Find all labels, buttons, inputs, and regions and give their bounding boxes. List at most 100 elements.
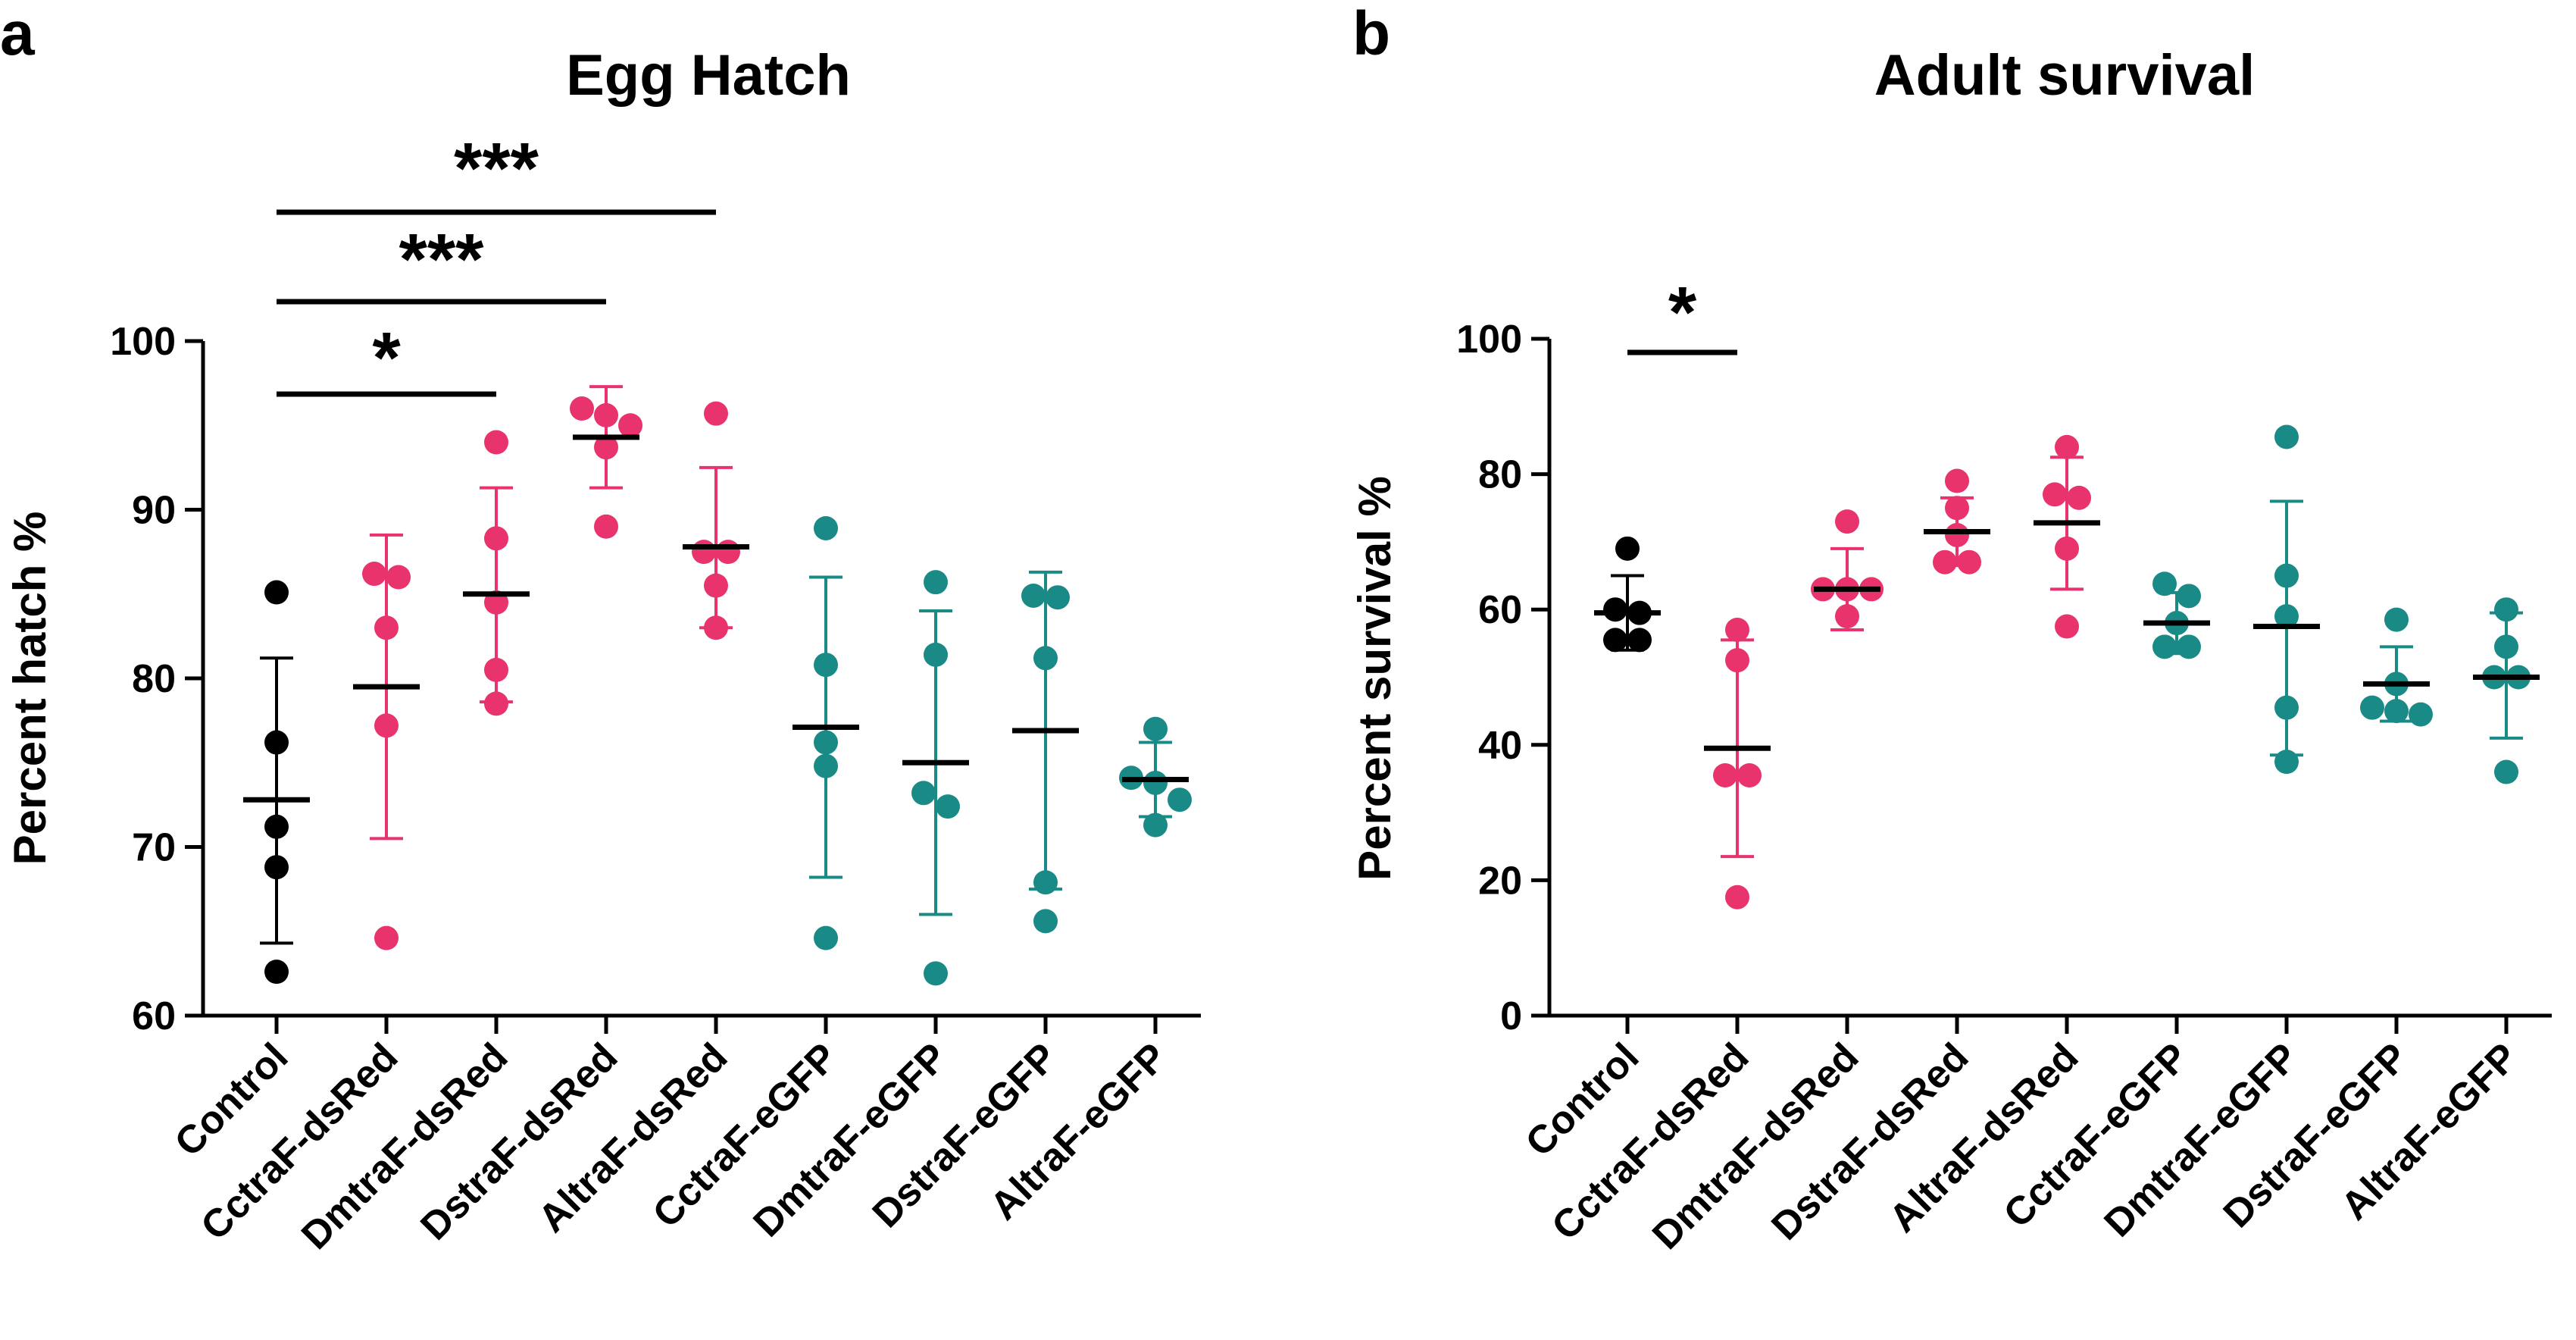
data-point bbox=[1143, 716, 1168, 741]
data-point bbox=[1957, 549, 1981, 575]
data-point bbox=[2152, 634, 2177, 659]
data-point bbox=[1737, 762, 1762, 787]
data-point bbox=[1033, 909, 1058, 934]
data-point bbox=[2177, 634, 2201, 659]
data-point bbox=[2494, 634, 2518, 659]
data-point bbox=[704, 401, 728, 426]
significance-label: * bbox=[1668, 272, 1697, 353]
x-tick-label: DstraF-dsRed bbox=[412, 1035, 626, 1248]
data-point bbox=[1021, 583, 1046, 608]
data-point bbox=[484, 526, 508, 551]
data-point bbox=[362, 562, 386, 587]
y-tick-label: 60 bbox=[1478, 588, 1522, 632]
data-point bbox=[374, 615, 399, 640]
data-point bbox=[618, 413, 642, 438]
data-point bbox=[814, 753, 838, 778]
data-point bbox=[814, 925, 838, 950]
data-point bbox=[814, 653, 838, 678]
data-point bbox=[1835, 509, 1859, 534]
data-point bbox=[814, 515, 838, 540]
significance-label: * bbox=[372, 318, 401, 399]
y-tick-label: 100 bbox=[110, 320, 176, 364]
x-tick-label: DstraF-dsRed bbox=[1763, 1035, 1977, 1248]
y-tick-label: 90 bbox=[132, 489, 176, 533]
data-point bbox=[2055, 434, 2079, 459]
x-tick-label: AltraF-dsRed bbox=[1881, 1035, 2087, 1241]
data-point bbox=[1627, 628, 1652, 653]
data-point bbox=[264, 730, 289, 755]
y-tick-label: 100 bbox=[1456, 318, 1522, 362]
data-point bbox=[924, 642, 948, 667]
data-point bbox=[2152, 571, 2177, 596]
data-point bbox=[1143, 770, 1168, 795]
data-point bbox=[2360, 695, 2384, 720]
data-point bbox=[936, 794, 960, 819]
data-point bbox=[2177, 584, 2201, 609]
x-tick-label: DmtraF-eGFP bbox=[745, 1035, 955, 1245]
y-tick-label: 70 bbox=[132, 826, 176, 870]
data-point bbox=[911, 781, 936, 806]
data-point bbox=[704, 615, 728, 640]
data-point bbox=[1725, 617, 1749, 642]
y-axis-label: Percent survival % bbox=[1349, 476, 1400, 881]
data-point bbox=[2055, 614, 2079, 639]
data-point bbox=[2384, 699, 2409, 724]
data-point bbox=[374, 925, 399, 950]
data-point bbox=[264, 960, 289, 985]
data-point bbox=[1945, 468, 1969, 493]
data-point bbox=[1725, 884, 1749, 910]
data-point bbox=[264, 580, 289, 605]
data-point bbox=[1835, 604, 1859, 629]
data-point bbox=[264, 814, 289, 839]
data-point bbox=[2274, 563, 2299, 588]
data-point bbox=[594, 514, 618, 539]
x-tick-label: DmtraF-eGFP bbox=[2096, 1035, 2306, 1245]
data-point bbox=[924, 961, 948, 986]
data-point bbox=[484, 657, 508, 682]
data-point bbox=[692, 540, 716, 565]
chart-title: Adult survival bbox=[1874, 43, 2256, 108]
x-tick-label: AltraF-dsRed bbox=[530, 1035, 736, 1241]
data-point bbox=[924, 570, 948, 595]
data-point bbox=[374, 713, 399, 738]
data-point bbox=[2274, 604, 2299, 629]
chart-title: Egg Hatch bbox=[566, 43, 851, 108]
data-point bbox=[1603, 597, 1627, 622]
panel-letter: b bbox=[1352, 0, 1390, 68]
panel-a: a Egg Hatch Percent hatch % 60 70 80 90 100 C… bbox=[0, 0, 1201, 1258]
data-point bbox=[1933, 549, 1957, 575]
y-tick-label: 40 bbox=[1478, 724, 1522, 768]
data-point bbox=[484, 691, 508, 716]
data-point bbox=[386, 565, 411, 590]
x-tick-label: CctraF-dsRed bbox=[1543, 1035, 1757, 1248]
data-point bbox=[1033, 646, 1058, 671]
panel-b: b Adult survival Percent survival % 0 20 4… bbox=[1349, 0, 2552, 1258]
y-axis-label: Percent hatch % bbox=[5, 512, 55, 866]
data-point bbox=[2274, 695, 2299, 720]
y-tick-label: 80 bbox=[132, 657, 176, 701]
data-point bbox=[1713, 762, 1737, 787]
y-tick-label: 20 bbox=[1478, 859, 1522, 903]
data-point bbox=[1603, 628, 1627, 653]
data-point bbox=[1168, 787, 1192, 812]
data-point bbox=[594, 402, 618, 427]
data-point bbox=[2055, 536, 2079, 561]
data-point bbox=[814, 730, 838, 755]
data-point bbox=[1046, 585, 1070, 610]
y-tick-label: 0 bbox=[1500, 994, 1522, 1038]
data-point bbox=[264, 855, 289, 880]
x-tick-label: CctraF-dsRed bbox=[192, 1035, 406, 1248]
data-point bbox=[2043, 482, 2067, 507]
significance-label: *** bbox=[399, 219, 484, 300]
data-point bbox=[2384, 607, 2409, 632]
data-point bbox=[704, 573, 728, 598]
data-point bbox=[716, 540, 740, 565]
data-point bbox=[1033, 870, 1058, 895]
y-tick-label: 60 bbox=[132, 994, 176, 1038]
data-point bbox=[594, 435, 618, 460]
data-point bbox=[2494, 597, 2518, 622]
y-tick-label: 80 bbox=[1478, 453, 1522, 497]
data-point bbox=[2067, 485, 2091, 510]
data-point bbox=[1143, 812, 1168, 838]
